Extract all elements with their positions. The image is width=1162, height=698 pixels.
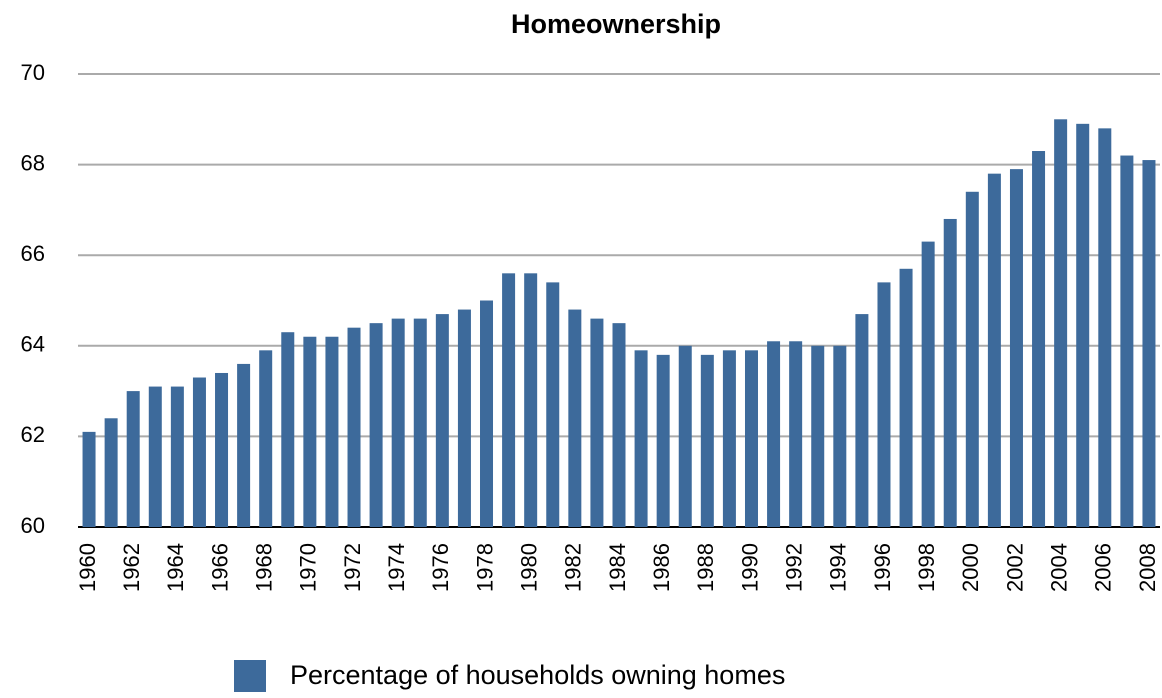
- bar: [391, 318, 405, 527]
- bar: [148, 386, 162, 527]
- bar: [744, 350, 758, 527]
- bar: [281, 332, 295, 527]
- x-tick-label: 1986: [649, 543, 674, 592]
- bar: [965, 191, 979, 527]
- x-tick-label: 2004: [1046, 543, 1071, 592]
- bar: [811, 345, 825, 527]
- bar: [347, 327, 361, 527]
- x-tick-label: 1970: [296, 543, 321, 592]
- bar: [170, 386, 184, 527]
- bar: [590, 318, 604, 527]
- x-tick-label: 1988: [693, 543, 718, 592]
- y-tick-label: 60: [21, 513, 45, 538]
- bar: [480, 300, 494, 527]
- y-tick-label: 68: [21, 150, 45, 175]
- x-tick-label: 1978: [472, 543, 497, 592]
- x-tick-label: 1964: [163, 543, 188, 592]
- x-tick-label: 1960: [75, 543, 100, 592]
- bar: [1032, 151, 1046, 527]
- bar: [237, 363, 251, 527]
- bar: [943, 218, 957, 527]
- x-tick-label: 1972: [340, 543, 365, 592]
- bar: [1120, 155, 1134, 528]
- x-tick-label: 2008: [1135, 543, 1160, 592]
- bar: [678, 345, 692, 527]
- bar: [899, 268, 913, 527]
- bar: [722, 350, 736, 527]
- x-tick-label: 1974: [384, 543, 409, 592]
- bar: [457, 309, 471, 527]
- bar: [612, 323, 626, 527]
- bar: [1142, 160, 1156, 527]
- x-tick-label: 1994: [826, 543, 851, 592]
- bar: [855, 314, 869, 527]
- x-tick-label: 1980: [516, 543, 541, 592]
- bar: [325, 336, 339, 527]
- x-tick-label: 1998: [914, 543, 939, 592]
- y-tick-label: 64: [21, 332, 45, 357]
- bar: [104, 418, 118, 527]
- x-tick-label: 1968: [252, 543, 277, 592]
- bar: [700, 354, 714, 527]
- bar: [634, 350, 648, 527]
- x-tick-label: 1992: [781, 543, 806, 592]
- bar: [259, 350, 273, 527]
- bar: [1076, 123, 1090, 527]
- bar: [789, 341, 803, 527]
- x-tick-label: 1990: [737, 543, 762, 592]
- x-tick-label: 1966: [207, 543, 232, 592]
- bar: [921, 241, 935, 528]
- bar: [656, 354, 670, 527]
- x-tick-label: 1982: [561, 543, 586, 592]
- bar: [1098, 128, 1112, 528]
- bar: [877, 282, 891, 527]
- x-tick-label: 2000: [958, 543, 983, 592]
- bar: [1054, 119, 1068, 528]
- bar: [82, 431, 96, 527]
- bar: [215, 372, 229, 527]
- chart-title: Homeownership: [511, 9, 721, 39]
- legend-swatch: [234, 660, 266, 692]
- bar: [126, 391, 140, 527]
- x-tick-label: 1984: [605, 543, 630, 592]
- bar: [192, 377, 206, 527]
- x-tick-label: 1996: [870, 543, 895, 592]
- bar: [413, 318, 427, 527]
- x-tick-label: 2006: [1091, 543, 1116, 592]
- bar: [524, 273, 538, 527]
- bar: [987, 173, 1001, 527]
- x-tick-label: 1962: [119, 543, 144, 592]
- x-tick-label: 1976: [428, 543, 453, 592]
- legend-label: Percentage of households owning homes: [290, 660, 785, 690]
- bar: [369, 323, 383, 527]
- bar: [767, 341, 781, 527]
- y-tick-label: 70: [21, 60, 45, 85]
- bar: [568, 309, 582, 527]
- bar: [435, 314, 449, 527]
- x-tick-label: 2002: [1002, 543, 1027, 592]
- bar: [1009, 169, 1023, 527]
- bar: [303, 336, 317, 527]
- bar: [546, 282, 560, 527]
- y-tick-label: 62: [21, 422, 45, 447]
- bar: [833, 345, 847, 527]
- bar: [502, 273, 516, 527]
- y-tick-label: 66: [21, 241, 45, 266]
